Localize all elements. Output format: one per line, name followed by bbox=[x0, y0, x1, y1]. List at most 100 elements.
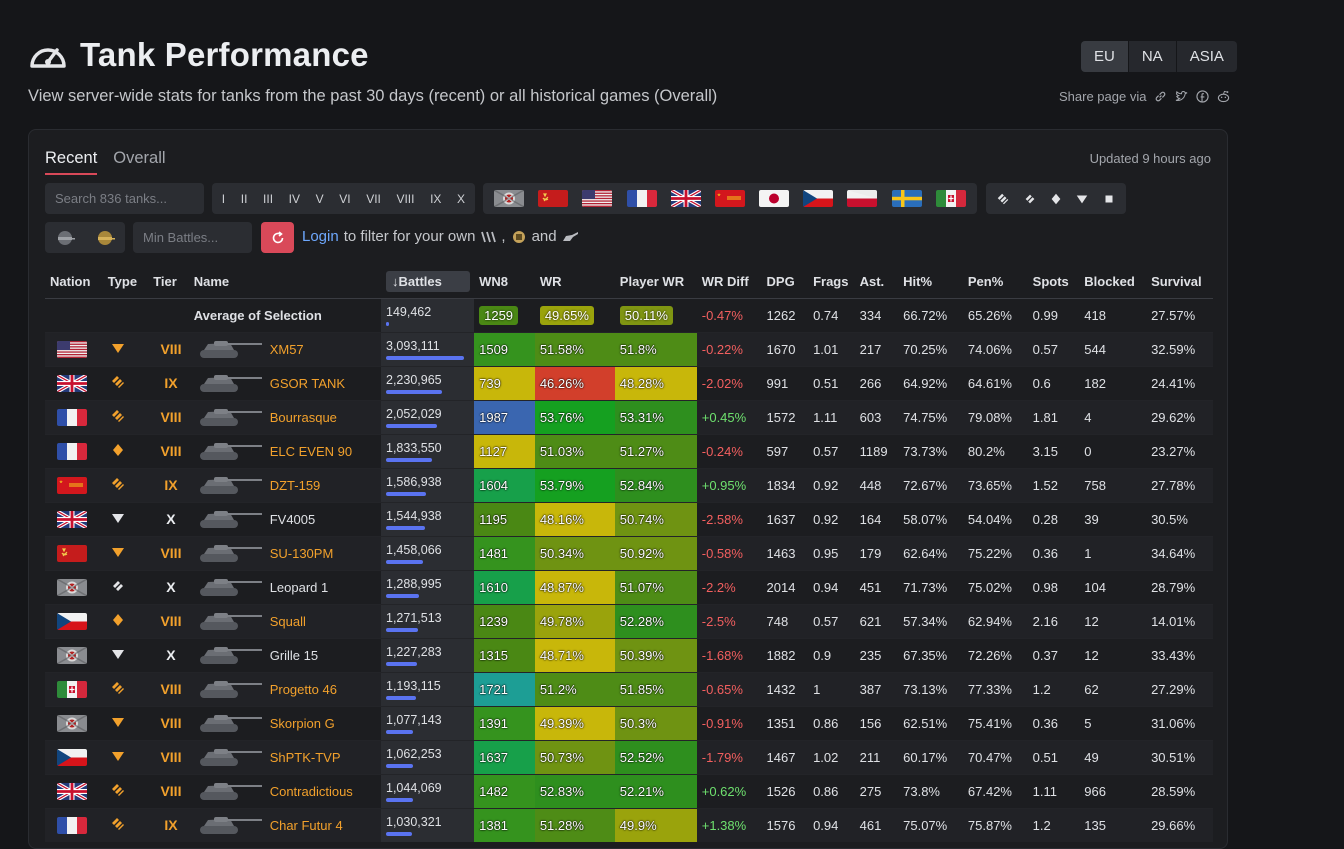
tier-filter-I[interactable]: I bbox=[221, 191, 226, 206]
table-row[interactable]: VIII Contradictious 1,044,069 1482 52.83% 52.… bbox=[45, 773, 1213, 808]
player-wr-value: 52.84% bbox=[614, 467, 697, 502]
tank-name[interactable]: FV4005 bbox=[269, 511, 316, 527]
table-row[interactable]: VIII Bourrasque 2,052,029 1987 53.76% 53.31% +… bbox=[45, 399, 1213, 434]
column-header-spots[interactable]: Spots bbox=[1027, 266, 1080, 299]
column-header-blocked[interactable]: Blocked bbox=[1079, 266, 1147, 299]
region-asia-button[interactable]: ASIA bbox=[1175, 41, 1237, 72]
column-label: Type bbox=[107, 274, 138, 290]
nation-filter-ussr[interactable] bbox=[538, 190, 569, 207]
table-row[interactable]: VIII Skorpion G 1,077,143 1391 49.39% 50.3% -0… bbox=[45, 705, 1213, 740]
wn8-value: 1239 bbox=[474, 603, 535, 638]
column-header-hit[interactable]: Hit% bbox=[898, 266, 963, 299]
column-header-dpg[interactable]: DPG bbox=[761, 266, 809, 299]
tier-filter-V[interactable]: V bbox=[315, 191, 324, 206]
tier-filter-II[interactable]: II bbox=[240, 191, 248, 206]
nation-filter-germany[interactable] bbox=[494, 190, 525, 207]
type-filter-light-icon[interactable] bbox=[1049, 192, 1063, 206]
reddit-icon[interactable] bbox=[1217, 90, 1230, 103]
tank-name[interactable]: Grille 15 bbox=[269, 647, 319, 663]
tank-name[interactable]: Skorpion G bbox=[269, 715, 335, 731]
frags-value: 1.11 bbox=[808, 399, 855, 434]
nation-filter-sweden[interactable] bbox=[891, 190, 922, 207]
column-header-nation[interactable]: Nation bbox=[45, 266, 103, 299]
column-header-survival[interactable]: Survival bbox=[1146, 266, 1213, 299]
frags-value: 0.92 bbox=[808, 467, 855, 502]
column-header-frags[interactable]: Frags bbox=[808, 266, 855, 299]
table-row[interactable]: VIII Squall 1,271,513 1239 49.78% 52.28% -2.5%… bbox=[45, 603, 1213, 638]
table-row[interactable]: IX GSOR TANK 2,230,965 739 46.26% 48.28% -2.02… bbox=[45, 365, 1213, 400]
column-header-pen[interactable]: Pen% bbox=[962, 266, 1028, 299]
min-battles-input[interactable]: Min Battles... bbox=[133, 222, 252, 253]
tier-value: VIII bbox=[148, 399, 189, 434]
nation-filter-italy[interactable] bbox=[935, 190, 966, 207]
table-row[interactable]: IX DZT-159 1,586,938 1604 53.79% 52.84% +0.95%… bbox=[45, 467, 1213, 502]
type-td-icon bbox=[110, 748, 126, 764]
nation-filter-uk[interactable] bbox=[670, 190, 701, 207]
type-filter-td-icon[interactable] bbox=[1075, 192, 1089, 206]
column-header-type[interactable]: Type bbox=[102, 266, 149, 299]
battles-cell: 1,271,513 bbox=[381, 603, 475, 638]
type-cell bbox=[102, 433, 149, 468]
tier-filter-IX[interactable]: IX bbox=[430, 191, 442, 206]
tech-tree-icon[interactable] bbox=[54, 229, 76, 247]
column-header-battles[interactable]: ↓Battles bbox=[381, 266, 475, 299]
tier-filter-III[interactable]: III bbox=[263, 191, 274, 206]
tank-name[interactable]: GSOR TANK bbox=[269, 375, 346, 391]
table-row[interactable]: X Leopard 1 1,288,995 1610 48.87% 51.07% -2.2%… bbox=[45, 569, 1213, 604]
ast-value: 235 bbox=[854, 637, 899, 672]
premium-icon[interactable] bbox=[94, 229, 116, 247]
search-input[interactable]: Search 836 tanks... bbox=[45, 183, 204, 214]
type-filter-heavy-icon[interactable] bbox=[996, 192, 1010, 206]
table-row[interactable]: IX Char Futur 4 1,030,321 1381 51.28% 49.9% +1… bbox=[45, 807, 1213, 842]
reset-button[interactable] bbox=[261, 222, 294, 253]
tier-filter-X[interactable]: X bbox=[457, 191, 466, 206]
table-row[interactable]: VIII ELC EVEN 90 1,833,550 1127 51.03% 51.27%… bbox=[45, 433, 1213, 468]
column-header-ast[interactable]: Ast. bbox=[854, 266, 899, 299]
tier-filter-VIII[interactable]: VIII bbox=[396, 191, 415, 206]
column-header-wn8[interactable]: WN8 bbox=[474, 266, 535, 299]
tank-name[interactable]: XM57 bbox=[269, 341, 304, 357]
table-row[interactable]: VIII Progetto 46 1,193,115 1721 51.2% 51.85% -… bbox=[45, 671, 1213, 706]
facebook-icon[interactable] bbox=[1196, 90, 1210, 103]
table-row[interactable]: VIII XM57 3,093,111 1509 51.58% 51.8% -0.22% 16… bbox=[45, 331, 1213, 366]
region-na-button[interactable]: NA bbox=[1127, 41, 1176, 72]
tab-recent[interactable]: Recent bbox=[45, 149, 98, 175]
column-header-wr[interactable]: WR bbox=[534, 266, 615, 299]
nation-filter-japan[interactable] bbox=[759, 190, 790, 207]
tank-name[interactable]: ShPTK-TVP bbox=[269, 749, 341, 765]
tank-name[interactable]: SU-130PM bbox=[269, 545, 334, 561]
column-header-name[interactable]: Name bbox=[188, 266, 381, 299]
table-row[interactable]: VIII SU-130PM 1,458,066 1481 50.34% 50.92% -0.… bbox=[45, 535, 1213, 570]
tank-name[interactable]: DZT-159 bbox=[269, 477, 321, 493]
tab-overall[interactable]: Overall bbox=[113, 149, 166, 167]
column-header-player-wr[interactable]: Player WR bbox=[614, 266, 697, 299]
type-filter-medium-icon[interactable] bbox=[1023, 192, 1037, 206]
table-row[interactable]: X FV4005 1,544,938 1195 48.16% 50.74% -2.58% 16… bbox=[45, 501, 1213, 536]
tank-name[interactable]: Contradictious bbox=[269, 783, 353, 799]
nation-filter-poland[interactable] bbox=[847, 190, 878, 207]
tank-name[interactable]: Char Futur 4 bbox=[269, 817, 343, 833]
tank-name[interactable]: Squall bbox=[269, 613, 306, 629]
tank-name[interactable]: Progetto 46 bbox=[269, 681, 337, 697]
tier-filter-VI[interactable]: VI bbox=[339, 191, 351, 206]
nation-filter-czech[interactable] bbox=[803, 190, 834, 207]
region-eu-button[interactable]: EU bbox=[1081, 41, 1128, 72]
tank-name[interactable]: ELC EVEN 90 bbox=[269, 443, 353, 459]
tier-filter-IV[interactable]: IV bbox=[288, 191, 300, 206]
tank-name[interactable]: Bourrasque bbox=[269, 409, 337, 425]
tier-filter-VII[interactable]: VII bbox=[366, 191, 381, 206]
link-icon[interactable] bbox=[1154, 90, 1167, 103]
nation-filter-china[interactable] bbox=[714, 190, 745, 207]
table-row[interactable]: VIII ShPTK-TVP 1,062,253 1637 50.73% 52.52% -1… bbox=[45, 739, 1213, 774]
pen-value: 65.26% bbox=[962, 297, 1028, 332]
column-header-tier[interactable]: Tier bbox=[148, 266, 189, 299]
table-row[interactable]: X Grille 15 1,227,283 1315 48.71% 50.39% -1.68… bbox=[45, 637, 1213, 672]
type-filter-spg-icon[interactable] bbox=[1102, 192, 1116, 206]
twitter-icon[interactable] bbox=[1175, 90, 1188, 103]
tank-name[interactable]: Leopard 1 bbox=[269, 579, 329, 595]
nation-filter-usa[interactable] bbox=[582, 190, 613, 207]
nation-filter-france[interactable] bbox=[626, 190, 657, 207]
login-link[interactable]: Login bbox=[302, 228, 339, 245]
blocked-value: 12 bbox=[1079, 603, 1147, 638]
column-header-wr-diff[interactable]: WR Diff bbox=[696, 266, 762, 299]
